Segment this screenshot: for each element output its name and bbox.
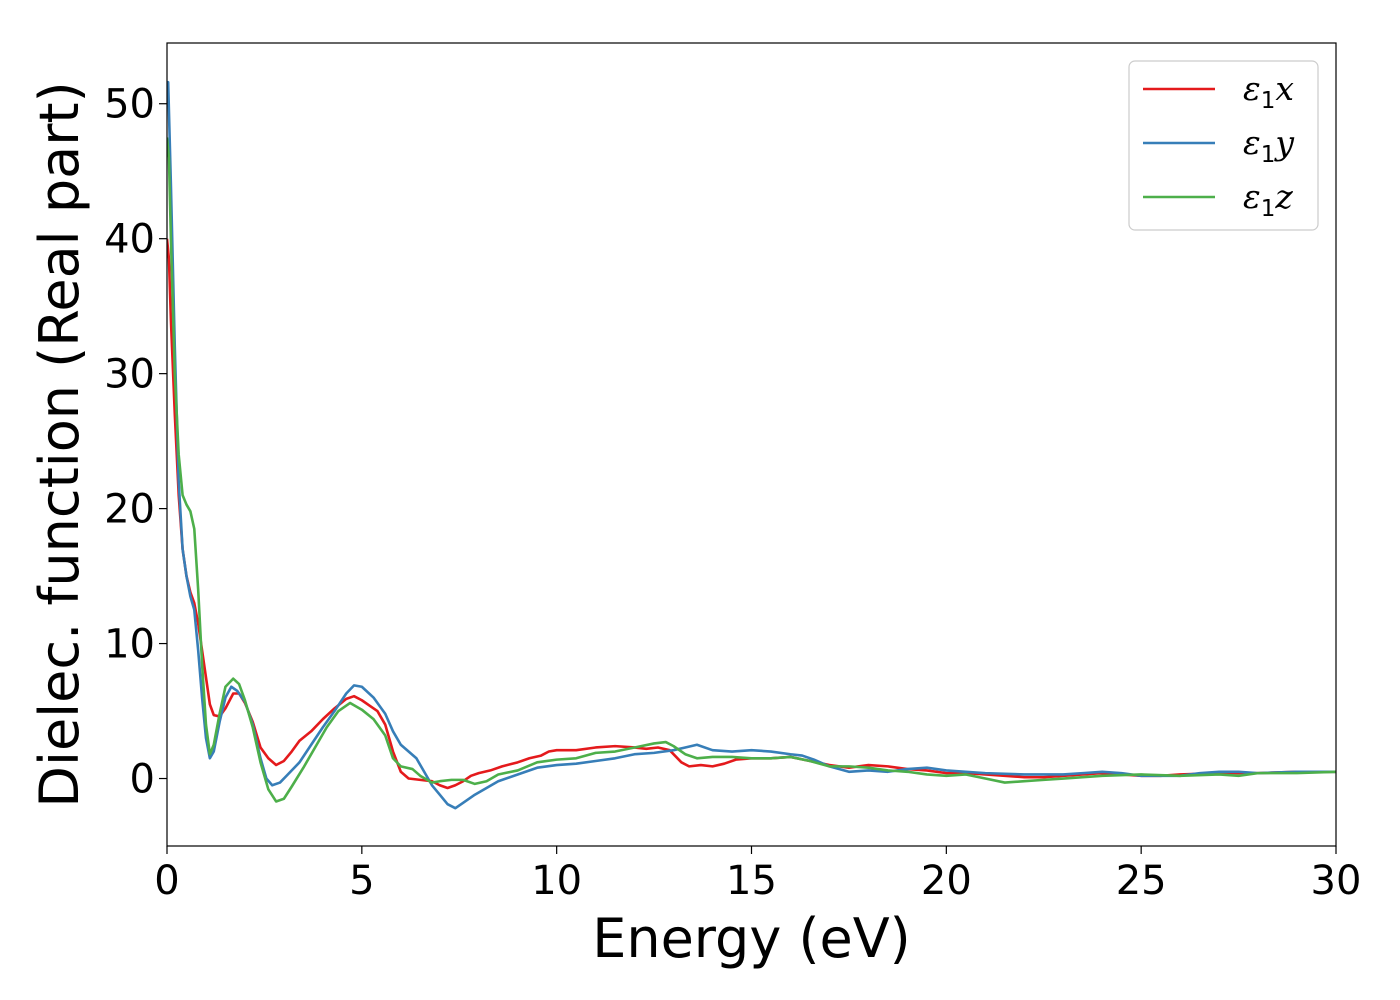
y-tick-label: 10 xyxy=(104,622,155,668)
series-line-x xyxy=(167,238,1336,790)
x-tick-label: 25 xyxy=(1116,858,1167,904)
y-axis-ticks: 0 10 20 30 40 50 xyxy=(104,82,167,803)
legend-label-z: ε1z xyxy=(1243,177,1293,222)
legend-label-y: ε1y xyxy=(1243,123,1294,168)
y-tick-label: 50 xyxy=(104,82,155,128)
x-tick-label: 0 xyxy=(154,858,179,904)
x-tick-label: 15 xyxy=(726,858,777,904)
x-axis-ticks: 0 5 10 15 20 25 30 xyxy=(154,846,1361,904)
x-tick-label: 20 xyxy=(921,858,972,904)
y-tick-label: 20 xyxy=(104,487,155,533)
series-layer xyxy=(167,80,1336,810)
x-tick-label: 5 xyxy=(349,858,374,904)
y-tick-label: 40 xyxy=(104,217,155,263)
x-axis-label: Energy (eV) xyxy=(592,907,911,970)
legend-box xyxy=(1128,60,1319,231)
series-line-y xyxy=(167,80,1336,810)
legend: ε1x ε1y ε1z xyxy=(1128,60,1319,231)
legend-label-x: ε1x xyxy=(1243,69,1294,114)
series-line-z xyxy=(167,137,1336,803)
y-axis-label: Dielec. function (Real part) xyxy=(28,81,91,807)
y-tick-label: 30 xyxy=(104,352,155,398)
x-tick-label: 30 xyxy=(1311,858,1362,904)
y-tick-label: 0 xyxy=(130,757,155,803)
x-tick-label: 10 xyxy=(531,858,582,904)
